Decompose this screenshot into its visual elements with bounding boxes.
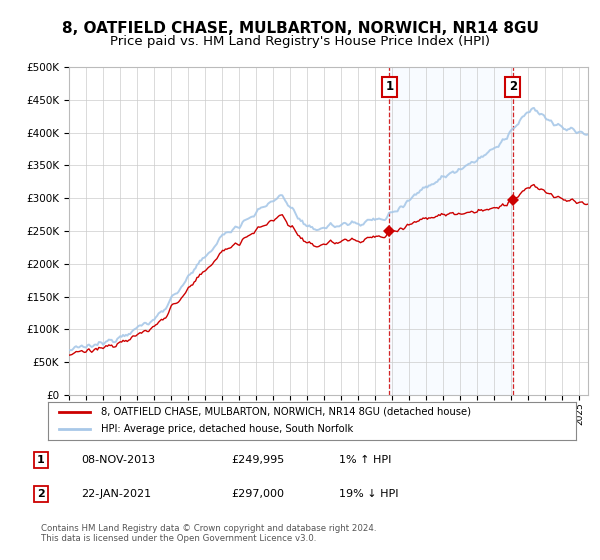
Text: 1: 1 <box>37 455 44 465</box>
Text: Price paid vs. HM Land Registry's House Price Index (HPI): Price paid vs. HM Land Registry's House … <box>110 35 490 48</box>
Text: 19% ↓ HPI: 19% ↓ HPI <box>339 489 398 499</box>
Bar <box>389 67 513 395</box>
Text: £249,995: £249,995 <box>231 455 284 465</box>
Text: 2: 2 <box>37 489 44 499</box>
Text: 22-JAN-2021: 22-JAN-2021 <box>81 489 151 499</box>
Text: 8, OATFIELD CHASE, MULBARTON, NORWICH, NR14 8GU (detached house): 8, OATFIELD CHASE, MULBARTON, NORWICH, N… <box>101 407 471 417</box>
Text: 8, OATFIELD CHASE, MULBARTON, NORWICH, NR14 8GU: 8, OATFIELD CHASE, MULBARTON, NORWICH, N… <box>62 21 538 36</box>
Text: £297,000: £297,000 <box>231 489 284 499</box>
Text: 2: 2 <box>509 80 517 94</box>
Text: 08-NOV-2013: 08-NOV-2013 <box>81 455 155 465</box>
Text: 1% ↑ HPI: 1% ↑ HPI <box>339 455 391 465</box>
Text: HPI: Average price, detached house, South Norfolk: HPI: Average price, detached house, Sout… <box>101 424 353 435</box>
Text: 1: 1 <box>385 80 394 94</box>
Text: Contains HM Land Registry data © Crown copyright and database right 2024.
This d: Contains HM Land Registry data © Crown c… <box>41 524 376 543</box>
